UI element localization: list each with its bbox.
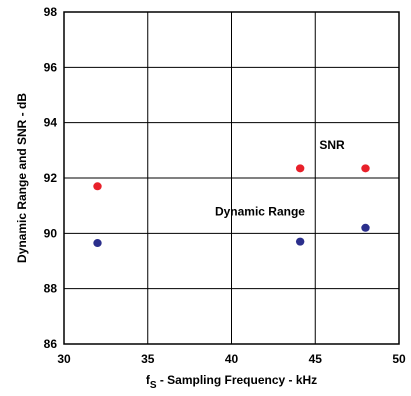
data-points xyxy=(93,164,370,248)
data-point-snr xyxy=(295,164,305,173)
grid xyxy=(63,11,400,345)
y-axis-label: Dynamic Range and SNR - dB xyxy=(15,93,29,263)
data-point-dynamic-range xyxy=(361,223,370,232)
data-point-dynamic-range xyxy=(93,239,102,248)
y-tick-label: 98 xyxy=(44,5,58,19)
x-tick-label: 30 xyxy=(57,352,71,366)
y-tick-label: 94 xyxy=(44,116,58,130)
series-annotation: Dynamic Range xyxy=(215,204,305,218)
x-tick-label: 35 xyxy=(141,352,155,366)
x-tick-label: 40 xyxy=(225,352,239,366)
data-point-snr xyxy=(93,182,102,191)
x-axis-label-subscript: S xyxy=(150,380,157,391)
annotations: SNR Dynamic Range xyxy=(215,138,345,218)
y-tick-label: 86 xyxy=(44,337,58,351)
x-axis-label-main: f xyxy=(146,373,151,387)
x-tick-labels: 30 35 40 45 50 xyxy=(57,352,406,366)
y-tick-labels: 86 88 90 92 94 96 98 xyxy=(44,5,58,351)
series-annotation: SNR xyxy=(319,138,345,152)
data-point-snr xyxy=(361,164,370,173)
x-axis-label: fS - Sampling Frequency - kHz xyxy=(146,373,317,391)
plot-frame xyxy=(63,11,400,345)
data-point-dynamic-range xyxy=(295,237,305,246)
x-tick-label: 45 xyxy=(309,352,323,366)
x-axis-label-rest: - Sampling Frequency - kHz xyxy=(156,373,317,387)
x-tick-label: 50 xyxy=(392,352,406,366)
y-tick-label: 92 xyxy=(44,171,58,185)
y-tick-label: 88 xyxy=(44,282,58,296)
y-tick-label: 96 xyxy=(44,60,58,74)
y-tick-label: 90 xyxy=(44,226,58,240)
